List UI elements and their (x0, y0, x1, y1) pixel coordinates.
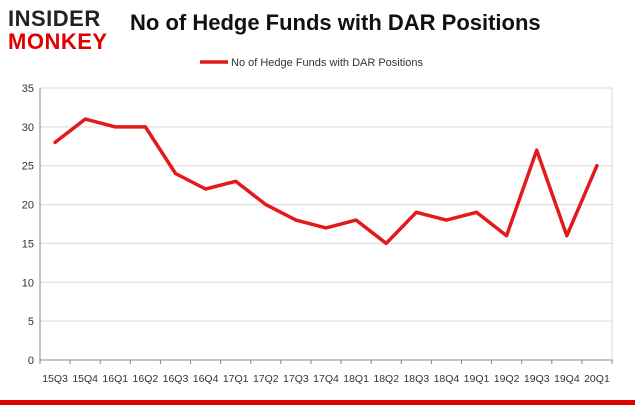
x-tick-label: 16Q3 (163, 373, 189, 385)
x-tick-label: 16Q4 (193, 373, 219, 385)
x-tick-label: 17Q4 (313, 373, 339, 385)
data-point (354, 218, 358, 222)
data-point (414, 210, 418, 214)
data-point (474, 210, 479, 214)
x-axis: 15Q3 15Q4 16Q1 16Q2 16Q3 16Q4 17Q1 17Q2 17Q3 17Q4… (39, 359, 613, 385)
series-layer (53, 117, 599, 246)
data-point (565, 234, 569, 238)
x-tick-label: 18Q2 (373, 373, 399, 385)
y-tick-label: 35 (22, 83, 34, 95)
logo-line-1: INSIDER (8, 6, 101, 31)
x-tick-label: 19Q3 (524, 373, 550, 385)
y-tick-label: 15 (22, 238, 34, 250)
x-tick-label: 17Q3 (283, 373, 309, 385)
data-point (83, 117, 87, 121)
x-tick-label: 15Q4 (72, 373, 98, 385)
data-point (203, 187, 208, 191)
y-tick-label: 10 (22, 277, 34, 289)
y-tick-label: 5 (28, 316, 34, 328)
y-tick-label: 20 (22, 200, 34, 212)
data-point (264, 202, 268, 207)
data-point (234, 179, 238, 183)
y-tick-label: 0 (28, 355, 34, 367)
x-tick-label: 18Q1 (343, 373, 369, 385)
y-axis: 0 5 10 15 20 25 30 35 (22, 83, 41, 367)
x-tick-label: 17Q1 (223, 373, 249, 385)
legend-label: No of Hedge Funds with DAR Positions (231, 57, 423, 69)
data-point (444, 218, 449, 222)
data-point (143, 125, 147, 129)
x-tick-label: 16Q1 (102, 373, 128, 385)
logo-line-2: MONKEY (8, 29, 108, 54)
x-tick-label: 18Q4 (434, 373, 460, 385)
data-point (294, 218, 298, 222)
data-point (173, 171, 178, 176)
data-point (535, 148, 539, 152)
x-tick-label: 19Q4 (554, 373, 580, 385)
x-tick-label: 17Q2 (253, 373, 279, 385)
x-tick-label: 19Q2 (494, 373, 520, 385)
data-point (113, 125, 117, 129)
y-tick-label: 30 (22, 122, 34, 134)
data-point (53, 140, 57, 144)
legend: No of Hedge Funds with DAR Positions (200, 57, 423, 69)
grid-lines (40, 87, 613, 361)
data-point (595, 164, 599, 168)
x-tick-label: 20Q1 (584, 373, 610, 385)
data-point (384, 241, 388, 246)
x-tick-label: 16Q2 (133, 373, 159, 385)
y-tick-label: 25 (22, 161, 34, 173)
chart-title: No of Hedge Funds with DAR Positions (130, 10, 541, 35)
insider-monkey-logo: INSIDER MONKEY (8, 6, 118, 56)
x-tick-label: 19Q1 (464, 373, 490, 385)
x-tick-label: 18Q3 (403, 373, 429, 385)
series-line (53, 117, 599, 246)
data-point (505, 234, 509, 238)
x-tick-label: 15Q3 (42, 373, 68, 385)
data-point (324, 226, 328, 230)
